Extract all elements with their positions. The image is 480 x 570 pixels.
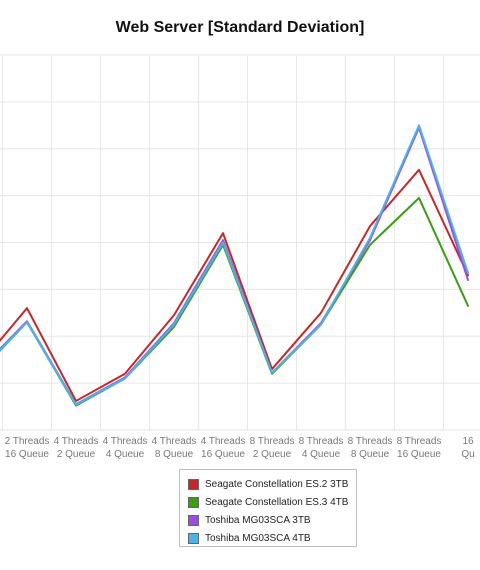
- x-axis-tick-label-line2: 2 Queue: [57, 449, 96, 460]
- x-axis-tick-label-line2: 8 Queue: [155, 449, 194, 460]
- legend-label-seagate-es3-4tb: Seagate Constellation ES.3 4TB: [205, 496, 349, 508]
- legend-item-seagate-es3-4tb: Seagate Constellation ES.3 4TB: [188, 493, 348, 511]
- x-axis-tick-label-line1: 8 Threads: [250, 436, 295, 447]
- grid-layer: [0, 54, 480, 431]
- legend-swatch-seagate-es3-4tb: [188, 496, 199, 508]
- x-axis-tick-label-line2: 4 Queue: [302, 449, 341, 460]
- x-axis-tick-label-line2: 4 Queue: [106, 449, 145, 460]
- x-axis-tick-label-line1: 4 Threads: [54, 436, 99, 447]
- x-axis-tick-label-line2: 8 Queue: [351, 449, 390, 460]
- legend-item-toshiba-mg03sca-3tb: Toshiba MG03SCA 3TB: [188, 511, 348, 529]
- x-axis-tick-label-line1: 2 Threads: [5, 436, 50, 447]
- legend-label-seagate-es2-3tb: Seagate Constellation ES.2 3TB: [205, 478, 349, 490]
- chart-title: Web Server [Standard Deviation]: [115, 19, 365, 36]
- x-axis-tick-label-line2: 2 Queue: [253, 449, 292, 460]
- x-axis-tick-label-line1: 8 Threads: [397, 436, 442, 447]
- legend-label-toshiba-mg03sca-4tb: Toshiba MG03SCA 4TB: [205, 533, 311, 545]
- x-axis-tick-label-line2: 16 Queue: [201, 449, 245, 460]
- legend-label-toshiba-mg03sca-3tb: Toshiba MG03SCA 3TB: [205, 514, 311, 526]
- legend-item-toshiba-mg03sca-4tb: Toshiba MG03SCA 4TB: [188, 530, 348, 548]
- x-axis-tick-label-line1: 8 Threads: [299, 436, 344, 447]
- x-axis-tick-label-line1: 8 Threads: [348, 436, 393, 447]
- series-line-1: [0, 196, 469, 407]
- x-axis-tick-label-line2: 16 Queue: [5, 449, 49, 460]
- legend-swatch-seagate-es2-3tb: [188, 478, 199, 490]
- x-axis-tick-label-line2: Qu: [461, 449, 474, 460]
- series-line-0: [0, 168, 469, 402]
- legend-item-seagate-es2-3tb: Seagate Constellation ES.2 3TB: [188, 475, 348, 493]
- x-axis-tick-label-line2: 16 Queue: [397, 449, 441, 460]
- legend-swatch-toshiba-mg03sca-3tb: [188, 514, 199, 526]
- legend-swatch-toshiba-mg03sca-4tb: [188, 533, 199, 545]
- series-layer: [0, 124, 469, 407]
- x-axis-tick-label-line1: 4 Threads: [152, 436, 197, 447]
- x-axis-tick-label-line1: 4 Threads: [201, 436, 246, 447]
- chart-legend: Seagate Constellation ES.2 3TB Seagate C…: [179, 469, 357, 547]
- x-axis-tick-label-line1: 16: [462, 436, 474, 447]
- x-axis-tick-label-line1: 4 Threads: [103, 436, 148, 447]
- series-line-3: [0, 124, 469, 406]
